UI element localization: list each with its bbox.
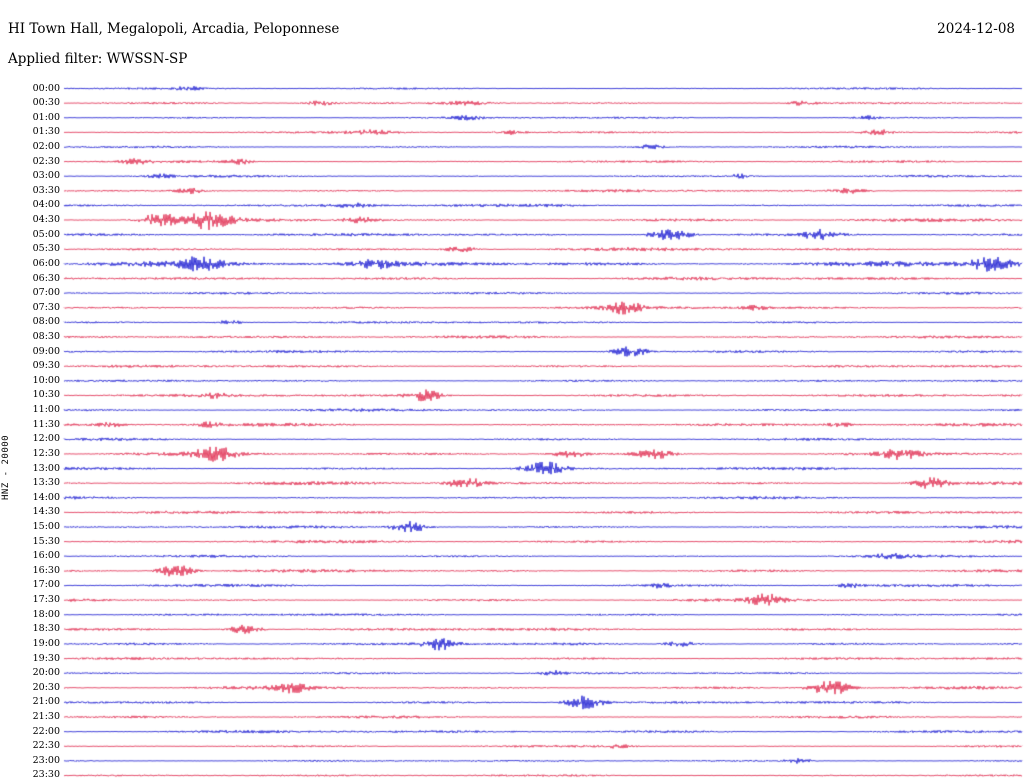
time-label: 15:00 [32,521,60,532]
time-label: 11:00 [32,404,60,416]
time-label: 06:30 [32,272,60,284]
time-label: 05:00 [32,228,60,240]
time-label: 12:30 [32,447,60,459]
time-label: 22:30 [32,740,60,752]
page-title: HI Town Hall, Megalopoli, Arcadia, Pelop… [8,21,340,37]
date-label: 2024-12-08 [937,21,1015,37]
time-label: 17:00 [32,579,60,591]
time-label: 01:30 [32,126,60,138]
time-label: 21:00 [32,696,60,708]
time-label: 02:00 [32,140,60,152]
time-label: 16:30 [32,564,60,576]
time-label: 19:00 [32,637,60,649]
time-label: 23:00 [32,754,60,766]
time-label: 09:00 [32,345,60,357]
time-label: 20:30 [32,681,60,693]
time-label: 00:30 [32,97,60,109]
time-label: 07:30 [32,301,60,313]
time-label: 03:00 [32,170,60,182]
time-label: 21:30 [32,711,60,723]
time-label: 07:00 [32,287,60,299]
time-label: 03:30 [32,184,60,196]
time-label: 01:00 [32,111,60,123]
time-label: 13:00 [32,462,60,474]
time-label: 18:30 [32,623,60,635]
time-label: 08:30 [32,330,60,342]
time-label: 05:30 [32,243,60,255]
time-label: 08:00 [32,316,60,328]
time-label: 10:00 [32,374,60,386]
time-label: 16:00 [32,550,60,562]
time-label: 19:30 [32,652,60,664]
time-label: 12:00 [32,433,60,445]
time-label: 14:00 [32,491,60,503]
time-label: 11:30 [32,418,60,430]
time-label: 18:00 [32,608,60,620]
time-label: 04:30 [32,214,60,226]
time-label: 14:30 [32,506,60,518]
filter-label: Applied filter: WWSSN-SP [8,51,188,67]
time-label: 02:30 [32,155,60,167]
time-label: 00:00 [32,82,60,94]
time-label: 06:00 [32,257,60,269]
time-label: 10:30 [32,389,60,401]
time-label: 23:30 [32,769,60,780]
time-label: 15:30 [32,535,60,547]
time-label: 20:00 [32,667,60,679]
time-label: 09:30 [32,360,60,372]
time-label: 04:00 [32,199,60,211]
time-label: 13:30 [32,477,60,489]
time-label: 17:30 [32,594,60,606]
time-label: 22:00 [32,725,60,737]
